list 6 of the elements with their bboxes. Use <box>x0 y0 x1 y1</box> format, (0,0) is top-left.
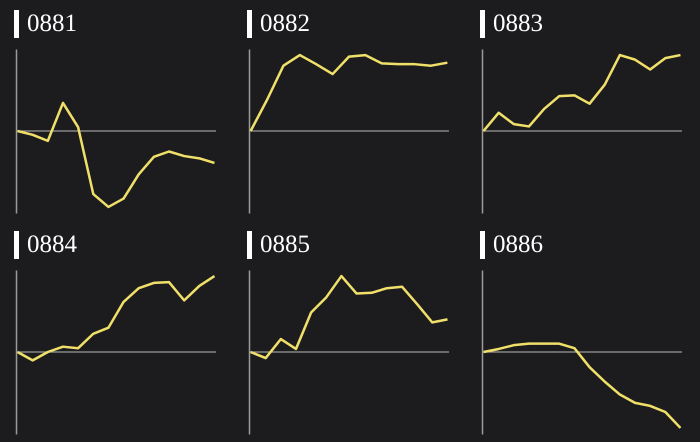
chart-title: 0882 <box>260 9 310 39</box>
chart-title: 0886 <box>493 230 543 260</box>
chart-title: 0883 <box>493 9 543 39</box>
chart-title: 0885 <box>260 230 310 260</box>
chart-title: 0881 <box>27 9 77 39</box>
chart-title: 0884 <box>27 230 77 260</box>
